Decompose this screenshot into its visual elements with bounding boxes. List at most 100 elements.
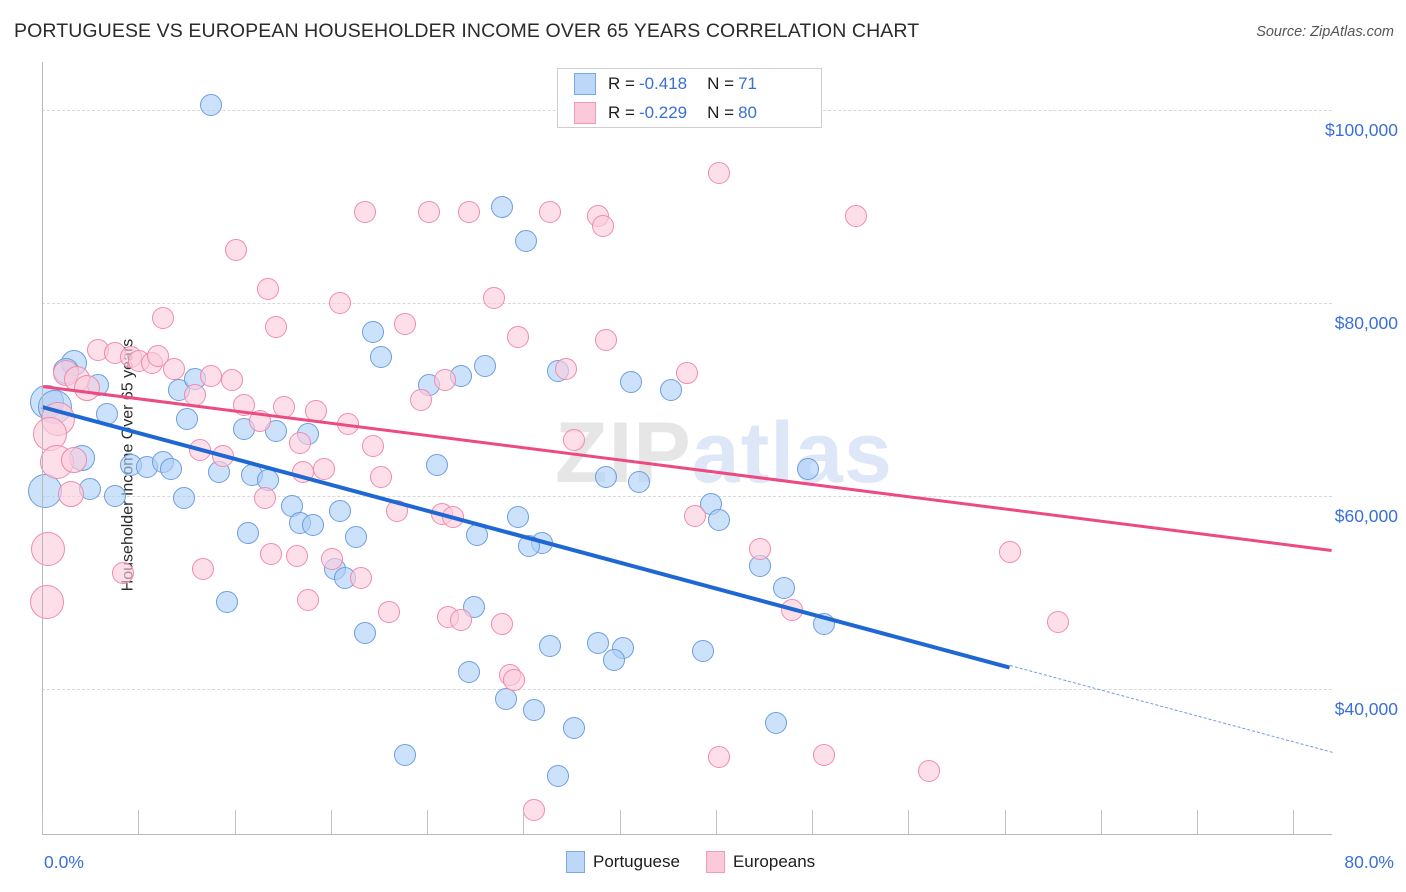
data-point-portuguese — [466, 523, 489, 546]
correlation-stats-box: R = -0.418 N = 71 R = -0.229 N = 80 — [557, 68, 822, 128]
data-point-europeans — [337, 412, 360, 435]
data-point-portuguese — [216, 591, 239, 614]
legend-swatch-portuguese-icon — [566, 851, 585, 873]
data-point-europeans — [418, 200, 440, 223]
data-point-portuguese — [627, 470, 650, 493]
x-axis-tick — [1293, 810, 1295, 834]
data-point-europeans — [522, 798, 545, 821]
data-point-europeans — [31, 532, 66, 567]
x-axis-tick — [234, 810, 236, 834]
data-point-portuguese — [301, 514, 324, 537]
data-point-portuguese — [692, 639, 715, 662]
data-point-europeans — [61, 446, 88, 473]
legend-label-europeans: Europeans — [732, 852, 816, 871]
data-point-portuguese — [353, 622, 376, 645]
data-point-europeans — [192, 557, 215, 580]
data-point-europeans — [748, 538, 771, 561]
data-point-europeans — [272, 396, 295, 419]
data-point-europeans — [184, 383, 207, 406]
data-point-europeans — [708, 161, 731, 184]
x-axis-tick — [138, 810, 140, 834]
data-point-europeans — [305, 400, 328, 423]
data-point-europeans — [780, 599, 803, 622]
data-point-portuguese — [708, 509, 731, 532]
x-axis-label-max: 80.0% — [1344, 852, 1394, 872]
watermark-atlas: atlas — [691, 405, 893, 501]
data-point-portuguese — [237, 521, 260, 544]
data-point-europeans — [684, 504, 707, 527]
legend-item-portuguese[interactable]: Portuguese — [566, 851, 680, 873]
y-axis-title-wrapper: Householder Income Over 65 years — [10, 300, 136, 630]
x-axis-tick — [1004, 810, 1006, 834]
data-point-europeans — [224, 239, 247, 262]
data-point-europeans — [555, 357, 578, 380]
data-point-portuguese — [522, 699, 545, 722]
data-point-europeans — [563, 429, 586, 452]
legend-item-europeans[interactable]: Europeans — [705, 851, 816, 873]
y-axis-tick-label: $80,000 — [1334, 313, 1398, 334]
data-point-portuguese — [619, 371, 642, 394]
data-point-portuguese — [176, 408, 199, 431]
stat-row-portuguese: R = -0.418 N = 71 — [558, 69, 821, 98]
data-point-portuguese — [813, 612, 836, 635]
grid-line — [42, 303, 1332, 305]
data-point-europeans — [708, 745, 731, 768]
data-point-portuguese — [426, 454, 449, 477]
watermark: ZIPatlas — [555, 404, 893, 503]
data-point-portuguese — [361, 321, 384, 344]
data-point-europeans — [189, 438, 212, 461]
data-point-portuguese — [587, 631, 610, 654]
data-point-portuguese — [506, 506, 529, 529]
data-point-europeans — [285, 545, 308, 568]
data-point-europeans — [458, 200, 481, 223]
swatch-portuguese-icon — [574, 72, 596, 95]
data-point-europeans — [350, 567, 373, 590]
data-point-europeans — [163, 357, 186, 380]
data-point-portuguese — [547, 765, 569, 788]
stat-row-europeans: R = -0.229 N = 80 — [558, 98, 821, 127]
n-label-portuguese: N = — [707, 73, 735, 93]
data-point-portuguese — [474, 354, 497, 377]
data-point-europeans — [200, 364, 223, 387]
x-axis-tick — [1197, 810, 1199, 834]
data-point-portuguese — [490, 195, 513, 218]
data-point-europeans — [450, 608, 473, 631]
data-point-europeans — [33, 416, 68, 451]
data-point-portuguese — [514, 229, 537, 252]
n-label-europeans: N = — [707, 102, 735, 122]
data-point-europeans — [256, 277, 279, 300]
data-point-europeans — [151, 306, 174, 329]
data-point-europeans — [595, 328, 618, 351]
data-point-europeans — [434, 369, 457, 392]
data-point-europeans — [506, 326, 529, 349]
n-value-portuguese: 71 — [738, 73, 757, 93]
data-point-europeans — [369, 465, 392, 488]
r-value-europeans: -0.229 — [638, 102, 688, 122]
data-point-europeans — [29, 585, 64, 620]
watermark-zip: ZIP — [555, 405, 692, 501]
data-point-europeans — [503, 668, 526, 691]
data-point-portuguese — [538, 634, 561, 657]
x-axis-tick — [715, 810, 717, 834]
data-point-portuguese — [160, 458, 182, 481]
x-axis-tick — [908, 810, 910, 834]
x-axis-label-min: 0.0% — [44, 852, 84, 872]
data-point-portuguese — [103, 485, 126, 508]
data-point-portuguese — [95, 403, 118, 426]
data-point-portuguese — [329, 499, 352, 522]
y-axis-tick-label: $40,000 — [1334, 699, 1398, 720]
r-value-portuguese: -0.418 — [638, 73, 688, 93]
data-point-europeans — [813, 743, 836, 766]
y-axis-line — [42, 62, 43, 834]
legend-swatch-europeans-icon — [705, 851, 725, 873]
data-point-europeans — [111, 562, 134, 585]
data-point-portuguese — [172, 487, 195, 510]
data-point-europeans — [321, 547, 344, 570]
data-point-europeans — [221, 369, 244, 392]
x-axis-tick — [523, 810, 525, 834]
data-point-portuguese — [517, 535, 540, 558]
data-point-europeans — [998, 541, 1021, 564]
data-point-europeans — [490, 612, 513, 635]
grid-line — [42, 496, 1332, 498]
